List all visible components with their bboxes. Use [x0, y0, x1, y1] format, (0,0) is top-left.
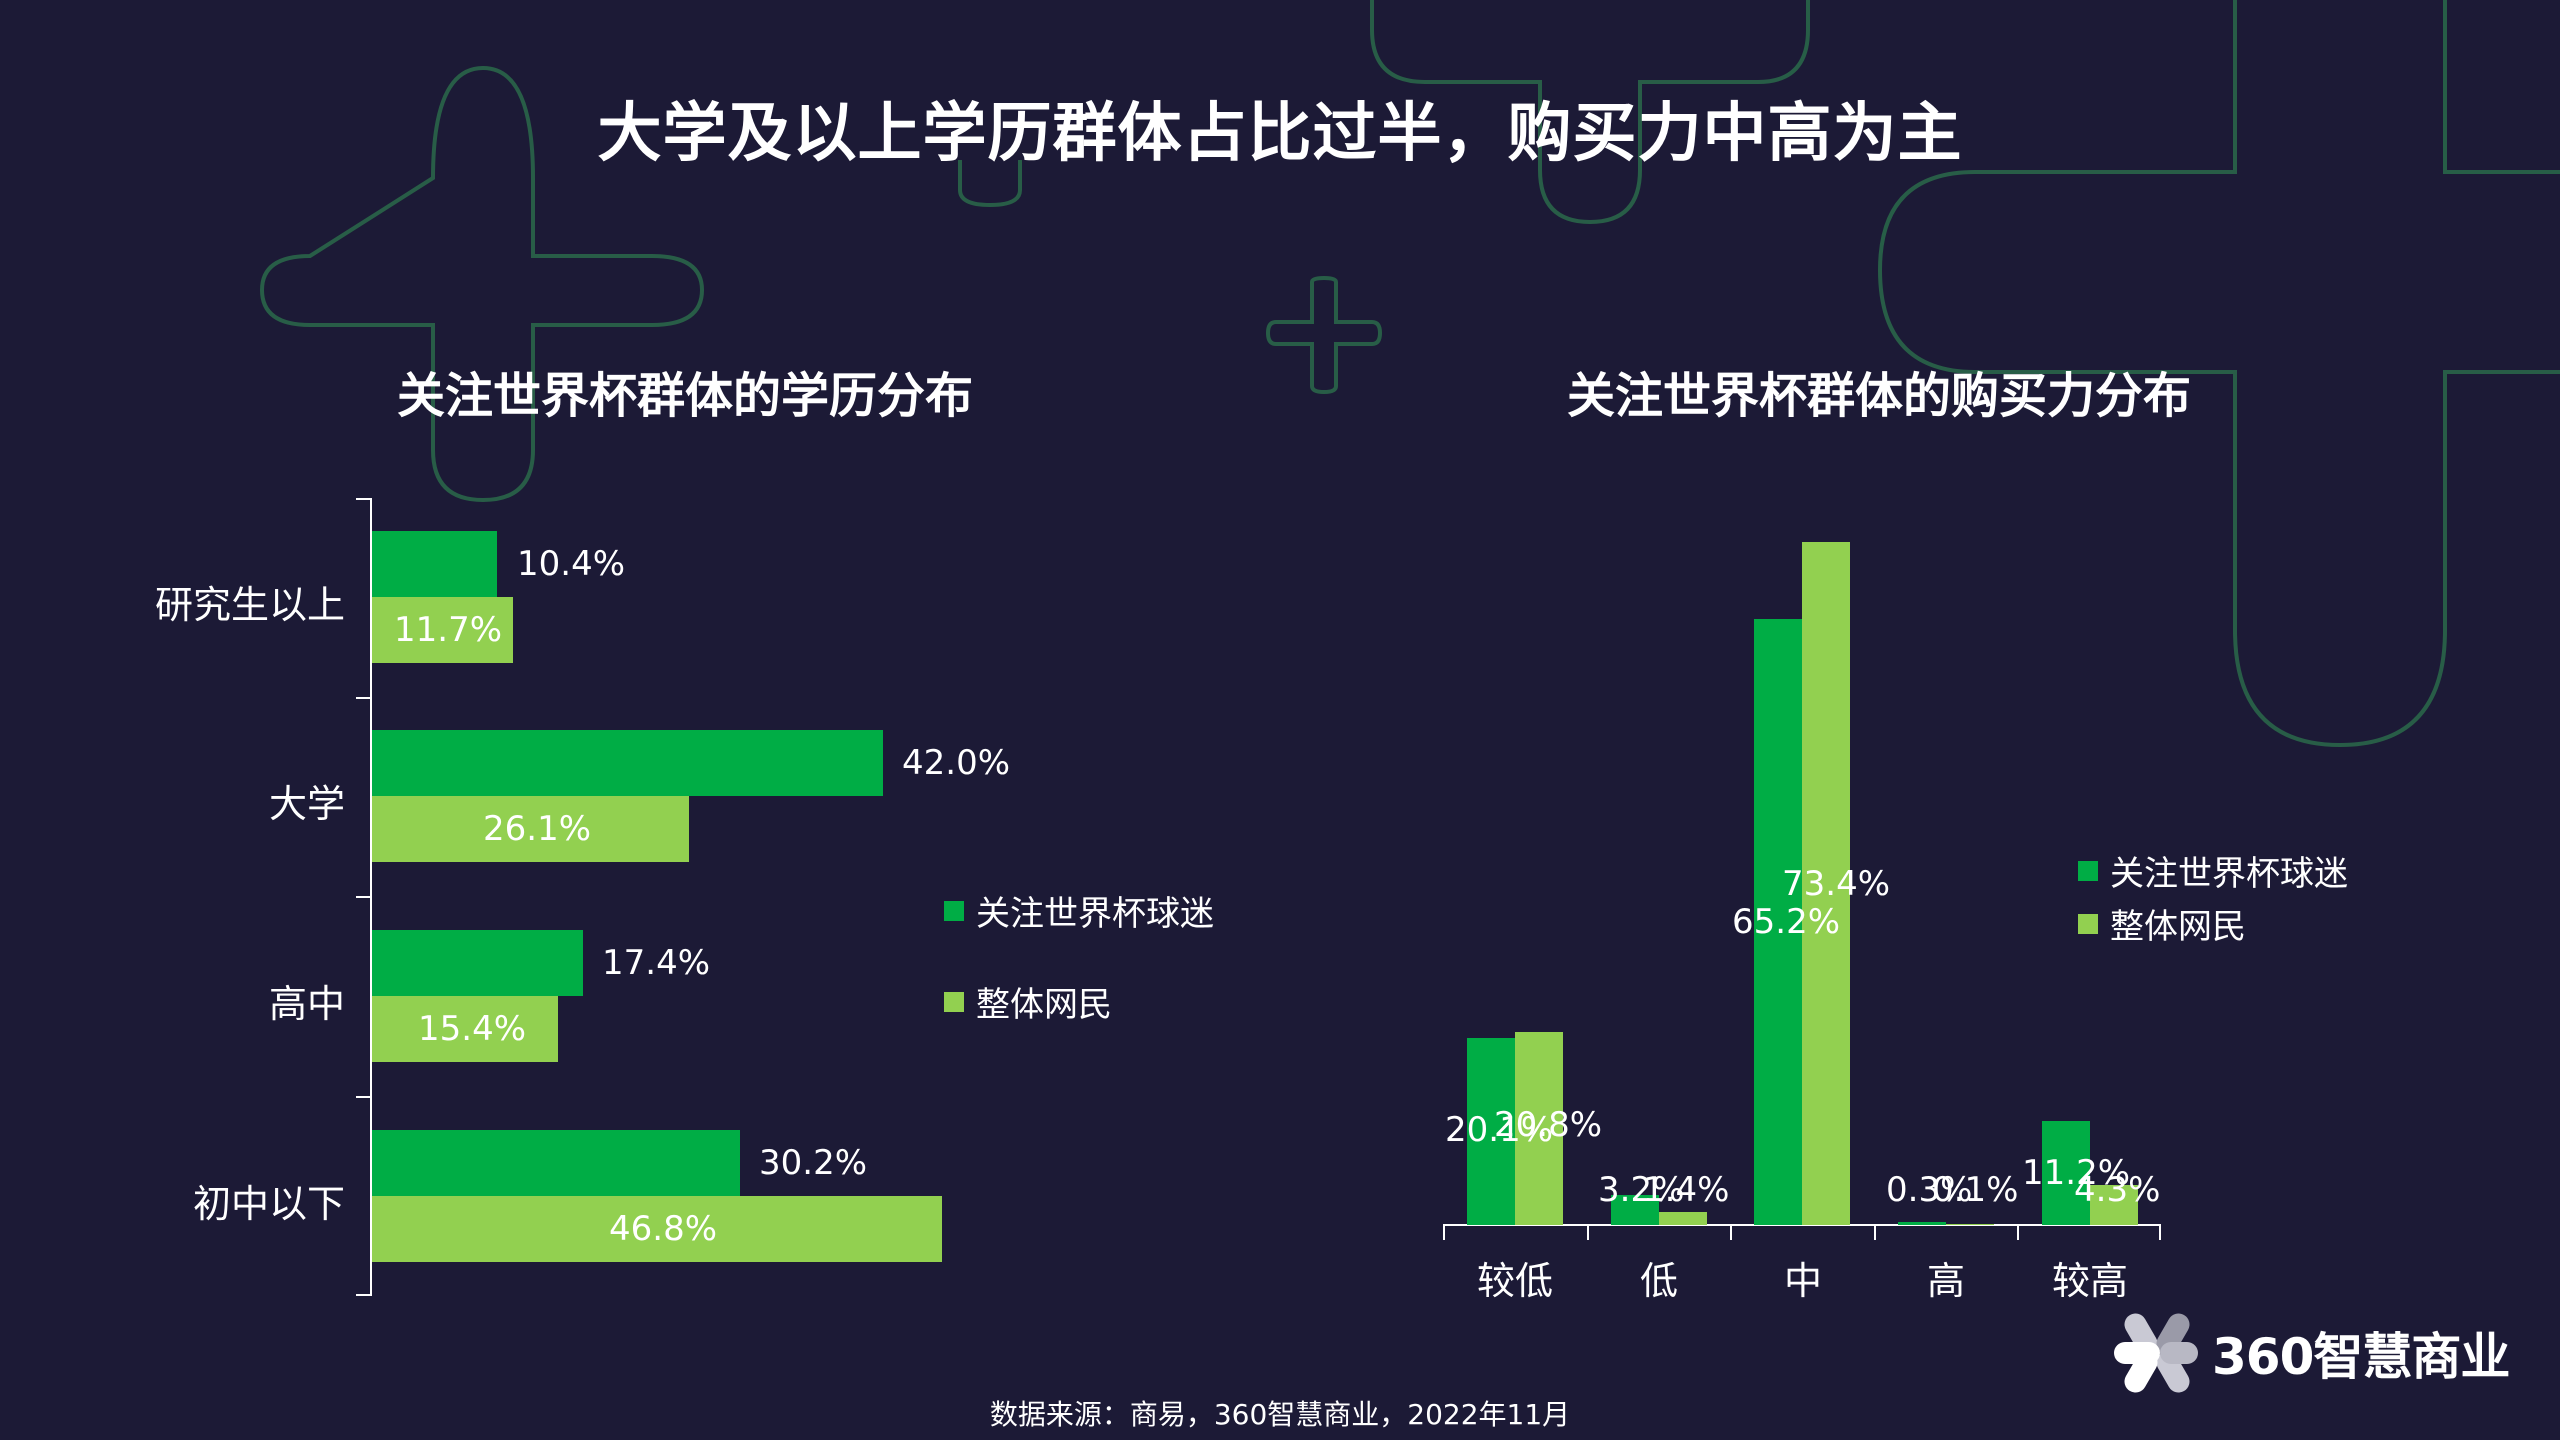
bar-netizens-highschool — [372, 996, 558, 1062]
bar-fans-postgrad — [372, 531, 497, 597]
legend-swatch-netizens — [944, 991, 964, 1012]
category-label: 高 — [1926, 1259, 1965, 1303]
x-axis-tick — [1874, 1224, 1876, 1240]
value-label: 11.7% — [394, 610, 503, 650]
value-label: 20.8% — [1494, 1105, 1603, 1145]
x-axis-line — [1443, 1224, 2161, 1226]
y-axis-line — [370, 498, 372, 1296]
bar-netizens-postgrad — [372, 597, 513, 663]
bar-netizens-middleschool — [372, 1196, 942, 1262]
value-label: 17.4% — [602, 943, 711, 983]
brand-logo: 360智慧商业 — [2112, 1310, 2510, 1396]
bar-fans-higher — [2042, 1121, 2090, 1225]
legend-item-netizens: 整体网民 — [944, 977, 1112, 1026]
y-axis-tick — [356, 697, 370, 699]
legend-swatch-fans — [2078, 860, 2098, 881]
data-source: 数据来源：商易，360智慧商业，2022年11月 — [989, 1398, 1571, 1431]
category-label: 大学 — [268, 782, 345, 826]
bar-netizens-middle — [1802, 542, 1850, 1225]
x-axis-tick — [2017, 1224, 2019, 1240]
value-label: 42.0% — [902, 743, 1011, 783]
360-flower-icon — [2114, 1313, 2198, 1393]
legend-item-fans: 关注世界杯球迷 — [944, 886, 1214, 935]
legend-label: 整体网民 — [976, 985, 1112, 1025]
y-axis-tick — [356, 1096, 370, 1098]
x-axis-tick — [1443, 1224, 1445, 1240]
category-label: 初中以下 — [192, 1182, 345, 1226]
legend-label: 整体网民 — [2110, 907, 2246, 947]
category-label: 高中 — [268, 982, 345, 1026]
x-axis-tick — [1587, 1224, 1589, 1240]
value-label: 0.3% — [1886, 1170, 1973, 1210]
value-label: 73.4% — [1782, 864, 1891, 904]
legend-item-fans: 关注世界杯球迷 — [2078, 846, 2348, 895]
legend-swatch-fans — [944, 900, 964, 921]
category-label: 低 — [1639, 1259, 1678, 1303]
page-title: 大学及以上学历群体占比过半，购买力中高为主 — [597, 97, 1963, 171]
legend-swatch-netizens — [2078, 913, 2098, 934]
category-label: 研究生以上 — [154, 583, 345, 627]
x-axis-tick — [2159, 1224, 2161, 1240]
bar-fans-high — [1898, 1222, 1946, 1225]
value-label: 3.2% — [1598, 1170, 1685, 1210]
bar-fans-highschool — [372, 930, 583, 996]
bar-fans-low — [1611, 1195, 1659, 1225]
value-label: 11.2% — [2022, 1153, 2131, 1193]
value-label: 0.1% — [1932, 1170, 2019, 1210]
bar-fans-middleschool — [372, 1130, 740, 1196]
y-axis-tick — [356, 498, 370, 500]
value-label: 46.8% — [609, 1209, 718, 1249]
bar-fans-university — [372, 730, 883, 796]
value-label: 65.2% — [1732, 902, 1841, 942]
value-label: 30.2% — [759, 1143, 868, 1183]
purchasing-chart-title: 关注世界杯群体的购买力分布 — [1567, 368, 2192, 424]
legend-label: 关注世界杯球迷 — [976, 894, 1214, 934]
bar-netizens-lower — [1515, 1032, 1563, 1225]
bar-netizens-low — [1659, 1212, 1707, 1225]
bar-fans-lower — [1467, 1038, 1515, 1225]
legend-item-netizens: 整体网民 — [2078, 899, 2246, 948]
logo-text: 360智慧商业 — [2212, 1328, 2510, 1386]
category-label: 中 — [1783, 1259, 1822, 1303]
value-label: 4.3% — [2074, 1170, 2161, 1210]
value-label: 26.1% — [483, 809, 592, 849]
value-label: 1.4% — [1643, 1170, 1730, 1210]
bar-netizens-high — [1946, 1224, 1994, 1225]
value-label: 20.1% — [1445, 1110, 1554, 1150]
category-label: 较高 — [2051, 1259, 2128, 1303]
value-label: 10.4% — [517, 544, 626, 584]
y-axis-tick — [356, 1294, 370, 1296]
bar-netizens-university — [372, 796, 689, 862]
legend-label: 关注世界杯球迷 — [2110, 854, 2348, 894]
y-axis-tick — [356, 896, 370, 898]
value-label: 15.4% — [418, 1009, 527, 1049]
education-chart-title: 关注世界杯群体的学历分布 — [397, 368, 974, 424]
bar-fans-middle — [1754, 619, 1802, 1225]
bar-netizens-higher — [2090, 1185, 2138, 1225]
x-axis-tick — [1730, 1224, 1732, 1240]
category-label: 较低 — [1476, 1259, 1553, 1303]
